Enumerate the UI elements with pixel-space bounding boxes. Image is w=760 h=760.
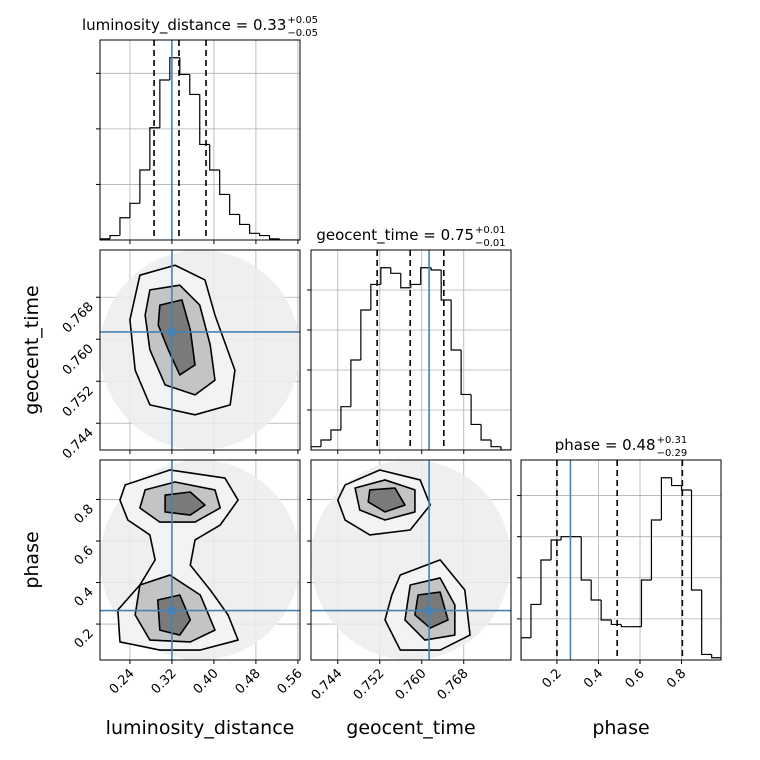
panel-content — [521, 460, 721, 660]
contour — [156, 594, 192, 636]
histogram-step — [440, 270, 452, 301]
contour — [367, 487, 406, 513]
histogram-step — [530, 603, 541, 638]
contour — [164, 491, 206, 516]
histogram-step — [149, 127, 160, 170]
histogram-step — [650, 519, 662, 580]
contour — [157, 299, 196, 376]
panel-title: luminosity_distance = 0.33 — [82, 16, 286, 35]
histogram-step — [268, 235, 280, 240]
histogram-step — [229, 194, 240, 216]
panel-frame — [99, 39, 301, 241]
histogram-step — [580, 536, 592, 581]
histogram-step — [480, 424, 492, 441]
histogram-step — [620, 624, 632, 628]
histogram-step — [430, 267, 442, 271]
histogram-step — [590, 580, 602, 601]
histogram-step — [540, 559, 552, 605]
histogram-step — [690, 490, 702, 591]
panel-title-sub: −0.01 — [475, 238, 506, 249]
histogram-step — [239, 214, 250, 226]
histogram-step — [119, 217, 130, 236]
histogram-step — [701, 590, 712, 656]
histogram-step — [450, 300, 462, 351]
panel-title: geocent_time = 0.75 — [316, 226, 474, 245]
panel-content — [311, 460, 511, 660]
histogram-step — [350, 359, 361, 407]
panel-title-sup: +0.31 — [657, 435, 688, 446]
histogram-step — [129, 202, 140, 218]
x-axis-label: luminosity_distance — [106, 717, 295, 739]
histogram-step — [711, 654, 721, 659]
histogram-step — [330, 429, 341, 440]
histogram-step — [420, 267, 432, 285]
histogram-step — [159, 79, 170, 128]
histogram-step — [610, 620, 622, 626]
histogram-step — [640, 579, 652, 627]
histogram-step — [500, 446, 511, 450]
panel-title-sub: −0.05 — [287, 28, 318, 39]
truth-marker — [167, 606, 177, 616]
histogram-step — [550, 539, 562, 560]
histogram-step — [670, 477, 682, 487]
histogram-step — [311, 446, 321, 450]
histogram-step — [680, 485, 692, 491]
histogram-step — [460, 350, 472, 396]
panel: geocent_time = 0.75 +0.01 −0.01 — [307, 225, 512, 454]
histogram-step — [100, 238, 110, 240]
y-axis-label: phase — [21, 531, 43, 588]
panel-frame — [310, 249, 512, 451]
panel-content — [311, 250, 511, 450]
histogram-step — [340, 406, 351, 430]
histogram-step — [400, 273, 411, 289]
x-axis-label: geocent_time — [346, 717, 475, 739]
panel-title-sup: +0.05 — [287, 15, 318, 26]
histogram-step — [390, 267, 401, 274]
histogram-step — [470, 394, 482, 426]
histogram-step — [521, 637, 531, 660]
panel-title: phase = 0.48 — [555, 436, 656, 454]
histogram-step — [560, 536, 572, 540]
histogram-step — [258, 233, 270, 237]
histogram-step — [169, 57, 180, 80]
panel-content — [100, 40, 300, 240]
histogram-step — [320, 439, 331, 447]
histogram-step — [278, 238, 290, 240]
panel-title-sub: −0.29 — [657, 448, 688, 459]
histogram-step — [219, 170, 230, 196]
histogram-step — [209, 144, 220, 171]
panel-content — [100, 460, 300, 660]
panel-frame — [99, 249, 301, 451]
panel-frame — [520, 459, 722, 661]
histogram-step — [600, 600, 612, 621]
histogram-step — [660, 477, 672, 520]
panel-frame — [99, 459, 301, 661]
histogram-step — [380, 267, 391, 285]
panel-frame — [310, 459, 512, 661]
histogram-step — [139, 169, 150, 204]
panel: luminosity_distance = 0.33 +0.05 −0.05 — [82, 15, 318, 244]
panel-content — [100, 250, 300, 450]
histogram-step — [249, 224, 260, 234]
truth-marker — [424, 606, 434, 616]
histogram-step — [360, 309, 371, 360]
histogram-step — [109, 234, 120, 239]
truth-marker — [167, 327, 177, 337]
y-axis-label: geocent_time — [21, 285, 43, 414]
histogram-step — [189, 74, 200, 96]
histogram-step — [490, 440, 502, 448]
x-axis-label: phase — [592, 717, 649, 739]
panel-title-sup: +0.01 — [475, 225, 506, 236]
